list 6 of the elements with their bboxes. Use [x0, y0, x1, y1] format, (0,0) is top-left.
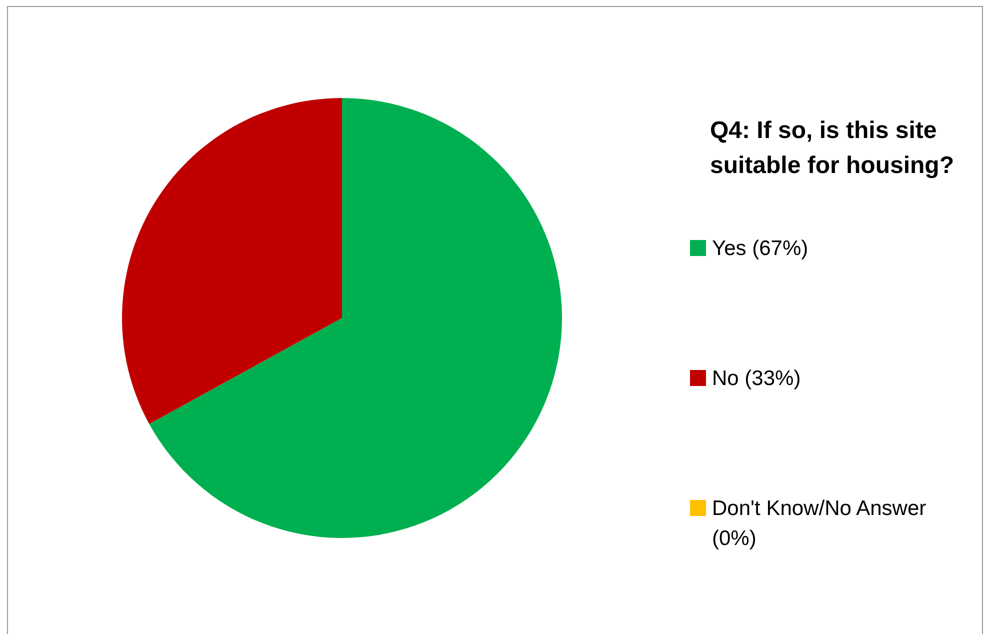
text: Q4: If so, is this site suitable for housing? — [710, 117, 954, 179]
pie-slice — [149, 98, 562, 538]
legend-label: Yes (67%) — [712, 237, 808, 260]
legend-label: Don't Know/No Answer (0%) — [712, 497, 926, 550]
pie-slice — [122, 98, 342, 424]
legend-label: No (33%) — [712, 367, 801, 390]
